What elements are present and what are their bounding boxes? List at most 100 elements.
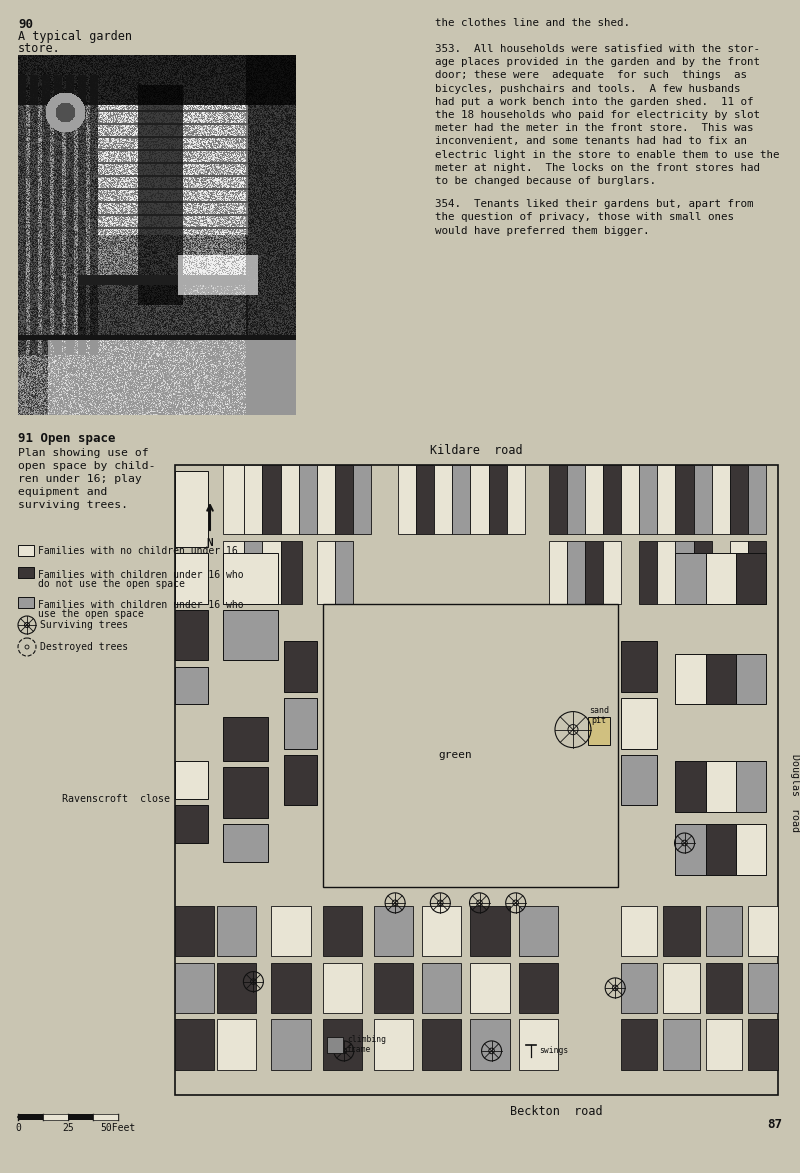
Bar <box>588 717 610 745</box>
Text: the 18 households who paid for electricity by slot: the 18 households who paid for electrici… <box>435 110 760 120</box>
Text: 0: 0 <box>15 1123 21 1133</box>
Text: do not use the open space: do not use the open space <box>38 579 185 589</box>
Bar <box>675 825 706 875</box>
Bar <box>567 541 585 604</box>
Text: pit: pit <box>591 716 606 725</box>
Text: 354.  Tenants liked their gardens but, apart from: 354. Tenants liked their gardens but, ap… <box>435 199 754 209</box>
Bar <box>244 465 262 534</box>
Text: open space by child-: open space by child- <box>18 461 155 472</box>
Bar <box>317 541 334 604</box>
Text: 25: 25 <box>62 1123 74 1133</box>
Bar <box>736 761 766 812</box>
Bar <box>416 465 434 534</box>
Bar <box>748 541 766 604</box>
Text: surviving trees.: surviving trees. <box>18 500 128 510</box>
Bar <box>422 1019 462 1070</box>
Text: had put a work bench into the garden shed.  11 of: had put a work bench into the garden she… <box>435 97 754 107</box>
Bar <box>748 963 778 1013</box>
Text: Beckton  road: Beckton road <box>510 1105 603 1118</box>
Text: equipment and: equipment and <box>18 487 107 497</box>
Text: Kildare  road: Kildare road <box>430 445 523 457</box>
Text: green: green <box>438 751 472 760</box>
Text: store.: store. <box>18 42 61 55</box>
Bar <box>658 541 675 604</box>
Bar <box>18 597 34 608</box>
Bar <box>334 465 353 534</box>
Bar <box>422 963 462 1013</box>
Bar <box>175 465 778 1096</box>
Bar <box>317 465 334 534</box>
Bar <box>43 1114 68 1120</box>
Bar <box>470 906 510 956</box>
Bar <box>736 655 766 705</box>
Bar <box>663 906 700 956</box>
Bar <box>223 767 269 818</box>
Bar <box>18 567 34 578</box>
Bar <box>639 465 658 534</box>
Bar <box>675 541 694 604</box>
Bar <box>281 465 298 534</box>
Bar <box>736 554 766 604</box>
Bar <box>706 963 742 1013</box>
Bar <box>223 610 278 660</box>
Bar <box>622 754 658 805</box>
Bar <box>585 541 603 604</box>
Bar <box>374 1019 413 1070</box>
Bar <box>730 541 748 604</box>
Text: meter had the meter in the front store.  This was: meter had the meter in the front store. … <box>435 123 754 134</box>
Bar <box>322 604 618 887</box>
Bar <box>622 465 639 534</box>
Bar <box>736 825 766 875</box>
Bar <box>748 1019 778 1070</box>
Bar <box>585 465 603 534</box>
Bar <box>518 1019 558 1070</box>
Bar <box>706 1019 742 1070</box>
Text: Families with no children under 16: Families with no children under 16 <box>38 545 238 556</box>
Bar <box>322 1019 362 1070</box>
Bar <box>223 825 269 862</box>
Bar <box>748 906 778 956</box>
Bar <box>506 465 525 534</box>
Text: 87: 87 <box>767 1119 782 1132</box>
Text: Ravenscroft  close: Ravenscroft close <box>62 794 170 804</box>
Bar <box>518 906 558 956</box>
Text: N: N <box>206 538 214 548</box>
Bar <box>452 465 470 534</box>
Bar <box>434 465 452 534</box>
Text: the clothes line and the shed.: the clothes line and the shed. <box>435 18 630 28</box>
Text: electric light in the store to enable them to use the: electric light in the store to enable th… <box>435 150 779 160</box>
Bar <box>223 465 244 534</box>
Bar <box>549 541 567 604</box>
Bar <box>298 465 317 534</box>
Bar <box>470 1019 510 1070</box>
Text: would have preferred them bigger.: would have preferred them bigger. <box>435 225 650 236</box>
Bar <box>175 610 208 660</box>
Text: Douglas  road: Douglas road <box>790 753 800 832</box>
Text: meter at night.  The locks on the front stores had: meter at night. The locks on the front s… <box>435 163 760 172</box>
Bar <box>262 465 281 534</box>
Text: 90: 90 <box>18 18 33 30</box>
Bar <box>18 1114 43 1120</box>
Bar <box>622 1019 658 1070</box>
Text: swings: swings <box>538 1046 568 1056</box>
Bar <box>706 761 736 812</box>
Text: door; these were  adequate  for such  things  as: door; these were adequate for such thing… <box>435 70 747 81</box>
Bar <box>271 963 310 1013</box>
Bar <box>283 698 317 748</box>
Text: climbing
frame: climbing frame <box>346 1035 386 1055</box>
Bar <box>271 906 310 956</box>
Bar <box>639 541 658 604</box>
Bar <box>262 541 281 604</box>
Bar <box>622 906 658 956</box>
Bar <box>218 906 257 956</box>
Text: sand: sand <box>589 706 609 716</box>
Bar <box>322 906 362 956</box>
Text: 91 Open space: 91 Open space <box>18 432 115 445</box>
Bar <box>271 1019 310 1070</box>
Bar <box>675 761 706 812</box>
Bar <box>175 472 208 547</box>
Bar <box>68 1114 93 1120</box>
Bar <box>675 465 694 534</box>
Bar <box>658 465 675 534</box>
Bar <box>567 465 585 534</box>
